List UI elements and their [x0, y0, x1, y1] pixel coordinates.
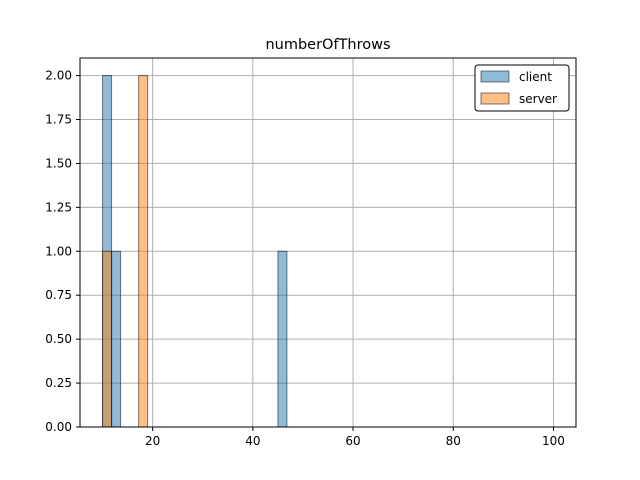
y-tick-label: 0.75: [45, 288, 72, 302]
bar-server: [138, 75, 149, 428]
y-axis-ticks: 0.00 0.25 0.50 0.75 1.00 1.25 1.50 1.75 2.00: [45, 69, 80, 434]
x-tick-label: 60: [345, 434, 360, 448]
legend-swatch-client: [480, 70, 510, 83]
x-tick-label: 20: [145, 434, 160, 448]
bar-client: [111, 250, 122, 428]
y-tick-label: 0.50: [45, 332, 72, 346]
legend-label-client: client: [519, 70, 552, 84]
x-tick-label: 40: [245, 434, 260, 448]
y-tick-label: 1.50: [45, 156, 72, 170]
x-axis-ticks: 20 40 60 80 100: [145, 427, 565, 448]
y-tick-label: 0.00: [45, 420, 72, 434]
x-tick-label: 80: [446, 434, 461, 448]
y-tick-label: 0.25: [45, 376, 72, 390]
chart-title: numberOfThrows: [265, 37, 390, 53]
legend-label-server: server: [519, 92, 557, 106]
legend: client server: [474, 64, 570, 112]
y-tick-label: 1.75: [45, 113, 72, 127]
bar-server: [102, 250, 113, 428]
y-tick-label: 1.25: [45, 200, 72, 214]
legend-swatch-server: [480, 92, 510, 105]
plot-frame: [79, 57, 577, 428]
y-tick-label: 1.00: [45, 244, 72, 258]
histogram-bars: [102, 75, 288, 428]
x-tick-label: 100: [542, 434, 565, 448]
y-tick-label: 2.00: [45, 69, 72, 83]
grid-lines: [80, 58, 576, 428]
bar-client: [277, 250, 288, 428]
